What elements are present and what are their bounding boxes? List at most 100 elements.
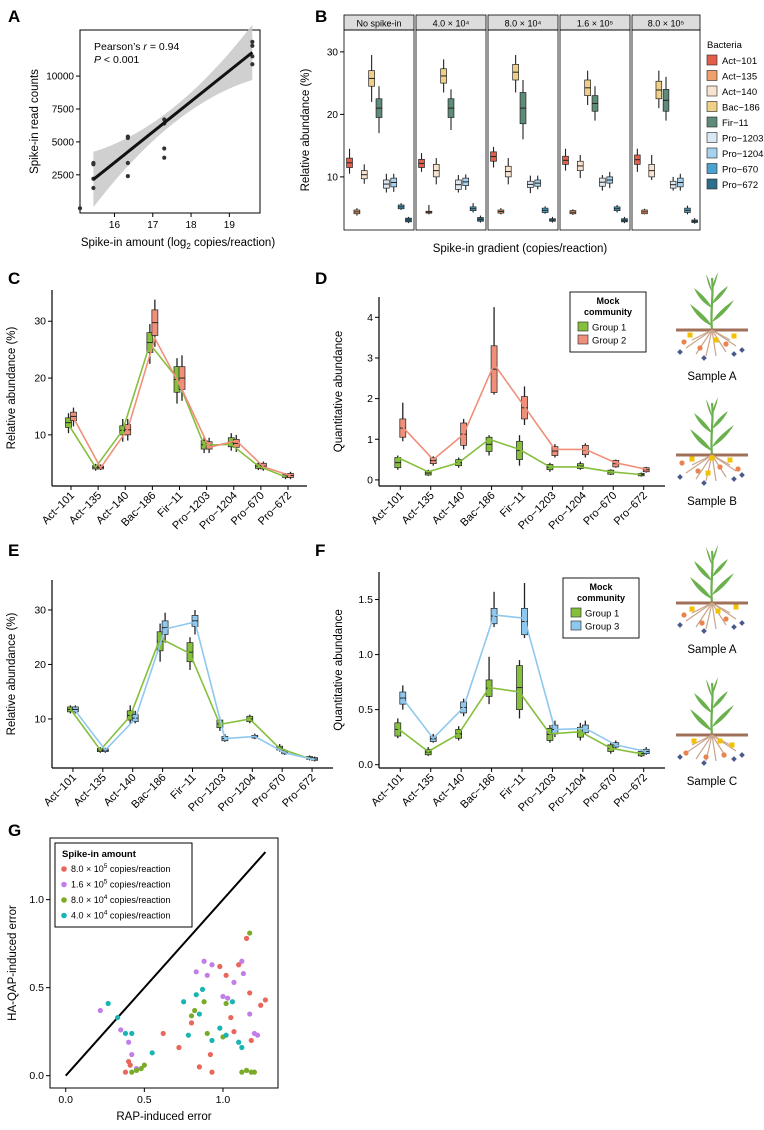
g-data-point [149, 1050, 155, 1056]
microbe-dot [695, 468, 701, 474]
microbe-square [689, 606, 695, 612]
b-facet-label: No spike-in [356, 19, 401, 29]
g-y-axis-label: HA-QAP-induced error [7, 905, 19, 1021]
a-data-point [125, 160, 130, 166]
microbe-diamond [677, 754, 683, 760]
plant-leaf [712, 411, 728, 429]
f-legend-label: Group 1 [585, 609, 619, 620]
a-y-tick-label: 10000 [46, 72, 74, 83]
a-data-point [77, 206, 83, 211]
panel-letter-c: C [8, 269, 20, 288]
plant-leaf [712, 677, 718, 695]
g-legend-label: 8.0 × 104 copies/reaction [71, 894, 170, 905]
panel-f-boxline: 0.00.51.01.5Act−101Act−135Act−140Bac−186… [333, 572, 665, 814]
a-x-tick-label: 17 [147, 220, 159, 231]
microbe-dot [717, 464, 723, 470]
microbe-square [689, 456, 695, 462]
plant-leaf [694, 413, 712, 433]
plant-root [705, 329, 713, 357]
a-x-tick-label: 18 [186, 220, 198, 231]
plant-root [685, 734, 713, 754]
e-y-tick-label: 30 [34, 604, 46, 616]
plant-root [711, 329, 731, 341]
g-data-point [240, 970, 247, 977]
d-legend-swatch [577, 334, 589, 345]
f-legend-label: Group 3 [585, 622, 619, 633]
plant-root [685, 602, 713, 622]
g-data-point [247, 990, 253, 996]
plant-root [691, 329, 713, 341]
d-x-tick-label: Act−101 [369, 490, 406, 527]
d-mean-line [397, 438, 642, 476]
g-data-point [239, 1069, 245, 1075]
g-data-point [201, 958, 207, 964]
b-legend-label: Pro−1204 [722, 149, 763, 160]
c-mean-line [72, 336, 291, 477]
b-legend-label: Act−140 [722, 87, 757, 98]
g-diagonal-line [64, 851, 267, 1077]
panel-letter-g: G [8, 821, 21, 840]
e-mean-line [69, 637, 310, 760]
g-data-point [199, 986, 206, 993]
microbe-dot [723, 616, 729, 622]
panel-b-faceted-boxplot: No spike-in 4.0 × 10⁴ 8.0 × 10⁴ 1.6 × 10⁵ 8.… [300, 14, 763, 255]
g-data-point [201, 999, 207, 1005]
b-legend-label: Pro−670 [722, 165, 758, 176]
g-data-point [160, 1030, 166, 1037]
microbe-square [717, 738, 723, 744]
g-data-point [129, 1030, 135, 1037]
microbe-dot [723, 341, 729, 347]
b-y-axis-label: Relative abundance (%) [300, 68, 312, 191]
microbe-dot [679, 460, 685, 466]
g-data-point [129, 1069, 135, 1075]
microbe-diamond [731, 756, 737, 762]
g-legend-title: Spike-in amount [62, 849, 137, 860]
plant-stem [710, 550, 714, 604]
microbe-dot [703, 754, 709, 760]
microbe-square [713, 337, 719, 343]
b-legend-label: Bac−186 [722, 103, 760, 114]
a-y-tick-label: 5000 [52, 137, 75, 148]
f-mean-line [397, 686, 642, 755]
plant-root [685, 329, 713, 349]
g-data-point [217, 963, 223, 970]
g-x-tick-label: 0.0 [58, 1094, 73, 1106]
g-data-point [254, 1032, 261, 1038]
g-data-point [262, 997, 269, 1003]
g-data-point [204, 972, 210, 978]
plant-root [711, 734, 717, 762]
microbe-diamond [701, 480, 707, 486]
b-legend-label: Fir−11 [722, 118, 749, 129]
g-data-point [251, 1069, 258, 1075]
c-mean-line [67, 342, 286, 478]
g-legend-marker [61, 912, 67, 919]
plant-root [705, 602, 713, 630]
g-data-point [122, 1069, 129, 1075]
d-y-tick-label: 3 [367, 352, 373, 364]
microbe-dot [735, 466, 741, 472]
b-facet-panel [343, 29, 415, 231]
g-data-point [258, 1002, 264, 1008]
plant-leaf [706, 399, 712, 417]
microbe-square [687, 332, 693, 338]
g-data-point [209, 1037, 215, 1044]
a-data-point [125, 174, 130, 179]
microbe-diamond [677, 349, 683, 355]
microbe-diamond [739, 347, 745, 353]
g-data-point [225, 995, 231, 1001]
g-data-point [231, 1029, 237, 1035]
plant-root [695, 602, 713, 628]
g-data-point [209, 962, 215, 968]
microbe-diamond [701, 760, 707, 766]
g-data-point [181, 999, 187, 1005]
c-y-tick-label: 30 [34, 316, 46, 328]
panel-c-boxline: 102030Act−101Act−135Act−140Bac−186Fir−11… [6, 290, 307, 532]
g-legend-marker [61, 866, 67, 872]
b-y-tick-label: 10 [327, 172, 339, 183]
panel-a-scatter: 16 17 18 19 2500 5000 7500 10000 Spike-in amount… [29, 24, 275, 251]
g-legend-box [54, 842, 193, 928]
b-legend-swatch [706, 101, 718, 112]
